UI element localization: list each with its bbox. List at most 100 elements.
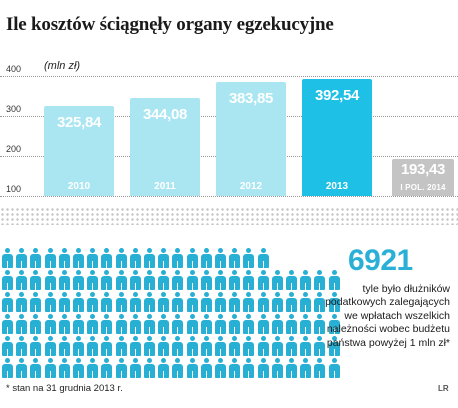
person-icon: [328, 358, 340, 378]
person-icon: [314, 314, 326, 334]
gridline: [0, 196, 458, 197]
person-icon: [271, 314, 283, 334]
person-icon: [58, 292, 70, 312]
person-icon: [144, 336, 155, 356]
person-icon: [271, 336, 283, 356]
person-icon: [328, 270, 340, 290]
chart-title: Ile kosztów ściągnęły organy egzekucyjne: [6, 14, 334, 35]
bar-category-label: 2012: [239, 180, 263, 192]
person-icon: [186, 248, 198, 268]
person-icon: [229, 358, 241, 378]
person-icon: [73, 248, 84, 268]
person-icon: [186, 314, 198, 334]
person-icon: [16, 270, 28, 290]
person-icon: [2, 248, 13, 268]
person-icon: [200, 336, 212, 356]
person-icon: [243, 358, 255, 378]
person-icon: [129, 248, 141, 268]
person-icon: [115, 248, 127, 268]
person-icon: [200, 292, 212, 312]
person-icon: [129, 270, 141, 290]
person-icon: [87, 292, 99, 312]
person-icon: [300, 270, 312, 290]
person-icon: [87, 270, 99, 290]
person-icon: [286, 336, 297, 356]
person-icon: [16, 292, 28, 312]
person-icon: [16, 336, 28, 356]
person-icon: [16, 314, 28, 334]
person-icon: [172, 314, 184, 334]
person-icon: [2, 270, 13, 290]
person-icon: [129, 336, 141, 356]
person-icon: [215, 248, 226, 268]
person-icon: [2, 314, 13, 334]
person-icon: [73, 270, 84, 290]
person-icon: [257, 336, 269, 356]
person-icon: [144, 314, 155, 334]
bar-2011: 344,08 2011: [130, 98, 200, 196]
person-icon: [186, 270, 198, 290]
y-tick-label: 100: [6, 184, 22, 194]
person-icon: [158, 248, 170, 268]
person-icon: [286, 270, 297, 290]
bar-value-label: 392,54: [314, 86, 360, 104]
people-grid: [0, 248, 346, 378]
person-icon: [172, 248, 184, 268]
chart-area: 100 200 300 400 325,84 2010 344,08 2011 383,85 20…: [0, 0, 458, 200]
person-icon: [328, 314, 340, 334]
person-icon: [271, 292, 283, 312]
person-icon: [172, 270, 184, 290]
person-icon: [115, 292, 127, 312]
person-icon: [172, 358, 184, 378]
person-icon: [158, 336, 170, 356]
gridline: [0, 76, 458, 77]
person-icon: [300, 314, 312, 334]
person-icon: [158, 314, 170, 334]
person-icon: [44, 336, 56, 356]
person-icon: [87, 358, 99, 378]
stat-number: 6921: [348, 244, 413, 277]
person-icon: [44, 358, 56, 378]
dotted-divider: [0, 207, 458, 225]
person-icon: [115, 270, 127, 290]
bar-2010: 325,84 2010: [44, 105, 114, 196]
footnote: * stan na 31 grudnia 2013 r.: [6, 383, 123, 394]
person-icon: [115, 358, 127, 378]
person-icon: [300, 336, 312, 356]
person-icon: [314, 292, 326, 312]
person-icon: [44, 248, 56, 268]
person-icon: [73, 292, 84, 312]
person-icon: [58, 270, 70, 290]
person-icon: [101, 314, 113, 334]
person-icon: [200, 314, 212, 334]
person-icon: [243, 314, 255, 334]
person-icon: [58, 248, 70, 268]
person-icon: [73, 358, 84, 378]
person-icon: [30, 358, 42, 378]
person-icon: [158, 358, 170, 378]
person-icon: [101, 248, 113, 268]
person-icon: [215, 314, 226, 334]
person-icon: [44, 270, 56, 290]
person-icon: [87, 314, 99, 334]
person-icon: [30, 270, 42, 290]
person-icon: [30, 248, 42, 268]
person-icon: [257, 314, 269, 334]
person-icon: [229, 314, 241, 334]
person-icon: [186, 358, 198, 378]
person-icon: [286, 292, 297, 312]
person-icon: [328, 292, 340, 312]
person-icon: [16, 248, 28, 268]
person-icon: [215, 358, 226, 378]
person-icon: [300, 292, 312, 312]
bar-value-label: 383,85: [228, 90, 274, 108]
person-icon: [200, 270, 212, 290]
person-icon: [30, 336, 42, 356]
person-icon: [44, 292, 56, 312]
person-icon: [200, 248, 212, 268]
bar-value-label: 344,08: [142, 106, 188, 124]
person-icon: [101, 292, 113, 312]
person-icon: [58, 314, 70, 334]
person-icon: [129, 314, 141, 334]
person-icon: [16, 358, 28, 378]
